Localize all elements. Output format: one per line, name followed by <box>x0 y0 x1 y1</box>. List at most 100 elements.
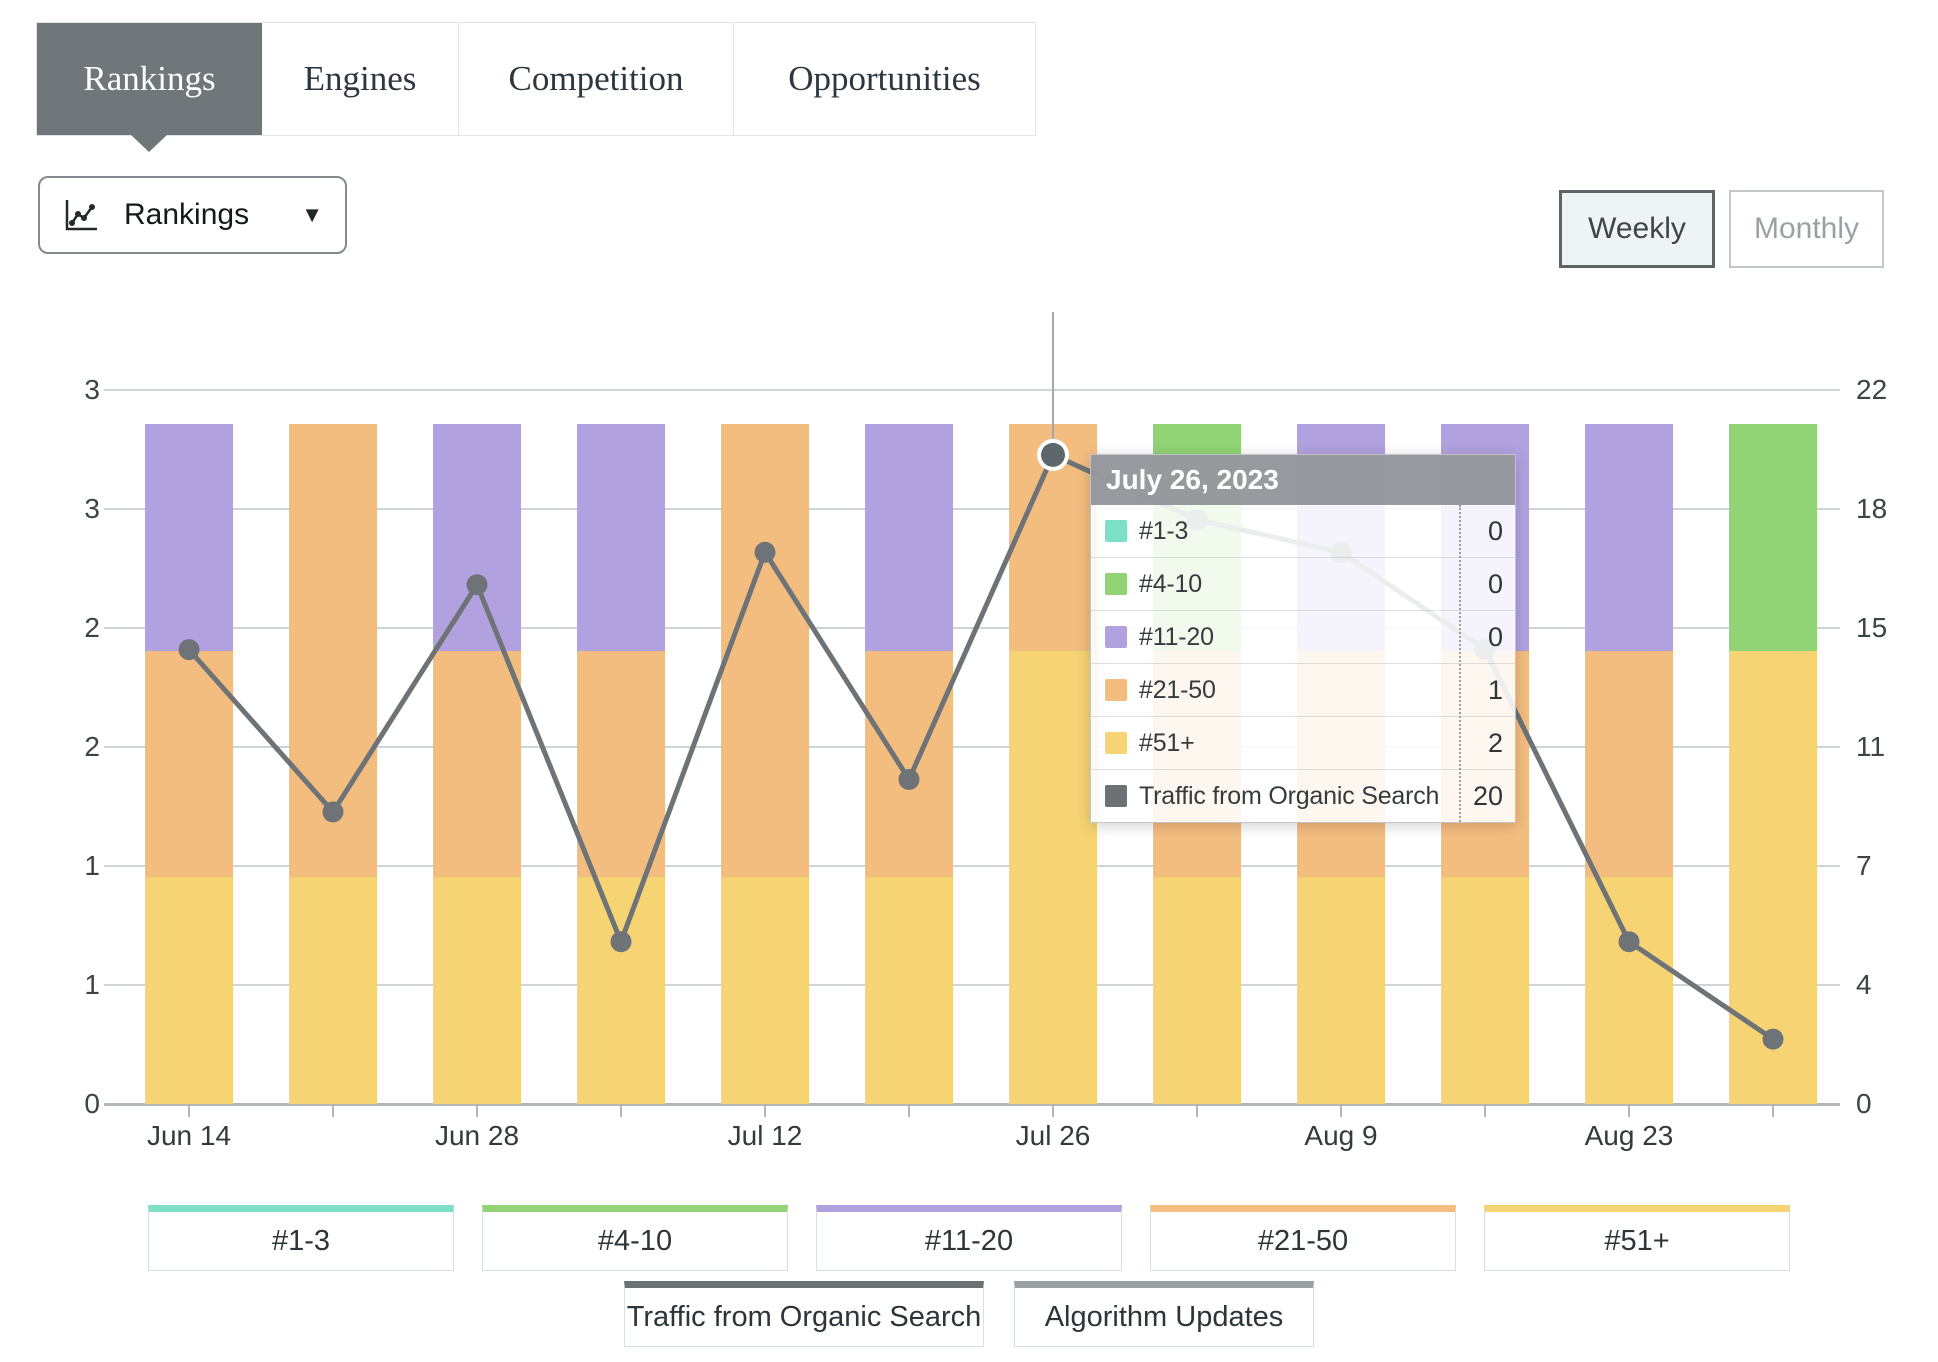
y-axis-label-right: 22 <box>1856 374 1888 405</box>
tab-engines[interactable]: Engines <box>262 23 459 135</box>
legend-item-traffic-from-organic-search[interactable]: Traffic from Organic Search <box>624 1281 984 1347</box>
legend-row-rankings: #1-3 #4-10 #11-20 #21-50 #51+ <box>0 1205 1938 1271</box>
x-axis-tick <box>1484 1104 1486 1117</box>
tooltip-label: #4-10 <box>1139 569 1202 598</box>
bar-segment-#51+[interactable] <box>1297 877 1385 1104</box>
chart-type-dropdown[interactable]: Rankings ▼ <box>38 176 347 254</box>
x-axis-line <box>104 1103 1840 1106</box>
legend-item-#4-10[interactable]: #4-10 <box>482 1205 788 1271</box>
x-axis-tick <box>1772 1104 1774 1117</box>
x-axis-tick <box>1196 1104 1198 1117</box>
tab-opportunities[interactable]: Opportunities <box>734 23 1035 135</box>
x-axis-label: Jul 12 <box>727 1120 803 1151</box>
tooltip-row: #4-10 0 <box>1091 557 1515 610</box>
legend-row-overlays: Traffic from Organic Search Algorithm Upd… <box>0 1281 1938 1347</box>
tooltip-label: Traffic from Organic Search <box>1139 781 1440 810</box>
tooltip-swatch <box>1105 679 1127 701</box>
bar-segment-#51+[interactable] <box>577 877 665 1104</box>
bar-segment-#11-20[interactable] <box>1585 423 1673 651</box>
x-axis-label: Jun 28 <box>434 1120 520 1151</box>
bar-segment-#4-10[interactable] <box>1729 423 1817 651</box>
x-axis-label: Aug 23 <box>1584 1120 1674 1151</box>
bar-segment-#21-50[interactable] <box>721 423 809 878</box>
bar-segment-#51+[interactable] <box>1153 877 1241 1104</box>
active-tab-pointer <box>130 134 168 152</box>
x-axis-tick <box>332 1104 334 1117</box>
dropdown-label: Rankings <box>124 198 250 231</box>
bar-segment-#51+[interactable] <box>1585 877 1673 1104</box>
bar-segment-#21-50[interactable] <box>1009 423 1097 651</box>
caret-down-icon: ▼ <box>301 202 323 227</box>
x-axis-tick <box>764 1104 766 1117</box>
x-axis-tick <box>1628 1104 1630 1117</box>
tooltip-label: #51+ <box>1139 728 1195 757</box>
y-axis-label-right: 4 <box>1856 969 1872 1000</box>
x-axis-tick <box>620 1104 622 1117</box>
tooltip-label: #21-50 <box>1139 675 1216 704</box>
bar-segment-#51+[interactable] <box>1009 650 1097 1104</box>
bar-segment-#51+[interactable] <box>145 877 233 1104</box>
tooltip-row: #1-3 0 <box>1091 505 1515 557</box>
bar-segment-#21-50[interactable] <box>145 650 233 878</box>
x-axis-label: Aug 9 <box>1304 1120 1378 1151</box>
tooltip-label: #11-20 <box>1139 622 1214 651</box>
y-axis-label-left: 2 <box>84 731 100 762</box>
y-axis-label-left: 1 <box>84 850 100 881</box>
gridline <box>104 389 1840 391</box>
weekly-toggle-button[interactable]: Weekly <box>1559 190 1715 268</box>
bar-segment-#11-20[interactable] <box>433 423 521 651</box>
tooltip-value: 0 <box>1487 515 1503 546</box>
tooltip-value-separator <box>1459 505 1461 822</box>
tooltip-swatch <box>1105 520 1127 542</box>
legend-item-#51+[interactable]: #51+ <box>1484 1205 1790 1271</box>
legend-item-#21-50[interactable]: #21-50 <box>1150 1205 1456 1271</box>
tooltip-swatch <box>1105 732 1127 754</box>
tooltip-date: July 26, 2023 <box>1091 455 1515 505</box>
y-axis-label-right: 7 <box>1856 850 1872 881</box>
tooltip-swatch <box>1105 785 1127 807</box>
legend-item-#11-20[interactable]: #11-20 <box>816 1205 1122 1271</box>
tooltip-swatch <box>1105 573 1127 595</box>
bar-segment-#51+[interactable] <box>1441 877 1529 1104</box>
bar-segment-#11-20[interactable] <box>145 423 233 651</box>
bar-segment-#21-50[interactable] <box>865 650 953 878</box>
y-axis-label-right: 15 <box>1856 612 1888 643</box>
tooltip-body: #1-3 0 #4-10 0 #11-20 0 #21-50 1 #51+ 2 Traffic fr… <box>1091 505 1515 822</box>
bar-segment-#51+[interactable] <box>721 877 809 1104</box>
bar-segment-#51+[interactable] <box>865 877 953 1104</box>
bar-segment-#51+[interactable] <box>433 877 521 1104</box>
bar-segment-#51+[interactable] <box>1729 650 1817 1104</box>
monthly-toggle-button[interactable]: Monthly <box>1729 190 1884 268</box>
tooltip-row: #21-50 1 <box>1091 663 1515 716</box>
tooltip-swatch <box>1105 626 1127 648</box>
x-axis-label: Jun 14 <box>146 1120 232 1151</box>
bar-segment-#11-20[interactable] <box>865 423 953 651</box>
tab-rankings[interactable]: Rankings <box>37 23 262 135</box>
bar-segment-#51+[interactable] <box>289 877 377 1104</box>
legend-item-algorithm-updates[interactable]: Algorithm Updates <box>1014 1281 1314 1347</box>
bar-segment-#11-20[interactable] <box>577 423 665 651</box>
bar-segment-#21-50[interactable] <box>289 423 377 878</box>
chart-tooltip: July 26, 2023 #1-3 0 #4-10 0 #11-20 0 #21-50 1 #5… <box>1090 454 1516 823</box>
tooltip-value: 2 <box>1487 727 1503 758</box>
tab-competition[interactable]: Competition <box>459 23 734 135</box>
x-axis-tick <box>1052 1104 1054 1117</box>
y-axis-label-left: 1 <box>84 969 100 1000</box>
legend-item-#1-3[interactable]: #1-3 <box>148 1205 454 1271</box>
y-axis-label-left: 3 <box>84 493 100 524</box>
x-axis-tick <box>188 1104 190 1117</box>
x-axis-tick <box>476 1104 478 1117</box>
y-axis-label-left: 2 <box>84 612 100 643</box>
line-chart-icon <box>62 196 100 234</box>
tooltip-value: 0 <box>1487 568 1503 599</box>
bar-segment-#21-50[interactable] <box>577 650 665 878</box>
y-axis-label-right: 18 <box>1856 493 1888 524</box>
bar-segment-#21-50[interactable] <box>433 650 521 878</box>
tooltip-value: 0 <box>1487 621 1503 652</box>
tooltip-row: Traffic from Organic Search 20 <box>1091 769 1515 822</box>
y-axis-label-right: 0 <box>1856 1088 1872 1119</box>
tab-bar: Rankings Engines Competition Opportunities <box>36 22 1036 136</box>
bar-segment-#21-50[interactable] <box>1585 650 1673 878</box>
